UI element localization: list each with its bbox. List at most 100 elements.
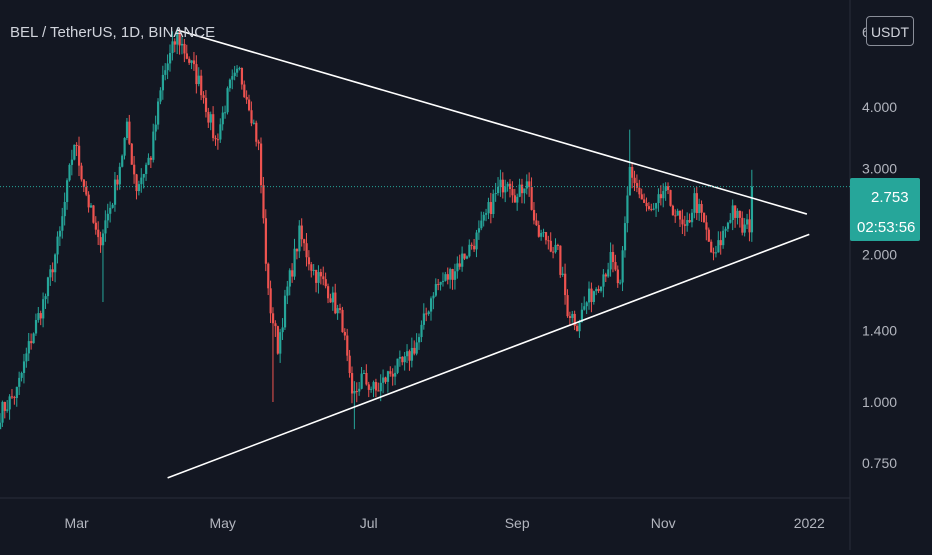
- candle-body: [238, 67, 241, 69]
- candle-body: [525, 181, 528, 189]
- candle-body: [482, 214, 485, 221]
- candle-body: [480, 220, 483, 229]
- candle-body: [403, 356, 406, 363]
- candle-body: [379, 382, 382, 392]
- candle-body: [633, 177, 636, 184]
- candle-body: [602, 274, 605, 287]
- candle-body: [724, 228, 727, 231]
- candle-body: [616, 269, 619, 284]
- candle-body: [34, 320, 38, 334]
- candle-body: [679, 210, 682, 220]
- candle-body: [13, 397, 16, 399]
- candle-body: [171, 41, 174, 53]
- candle-body: [42, 299, 45, 319]
- candle-body: [655, 203, 658, 209]
- candle-body: [750, 186, 754, 233]
- candle-body: [61, 216, 64, 231]
- trendline-upper[interactable]: [176, 29, 808, 215]
- candle-body: [712, 252, 715, 254]
- candle-body: [32, 333, 35, 344]
- candle-body: [125, 121, 129, 139]
- candle-body: [698, 204, 701, 214]
- candle-body: [573, 313, 576, 326]
- candle-countdown: 02:53:56: [857, 219, 915, 236]
- candle-body: [152, 131, 155, 160]
- candle-body: [669, 190, 672, 206]
- candle-body: [159, 90, 162, 102]
- candle-body: [566, 295, 569, 317]
- candle-body: [729, 220, 732, 223]
- candle-body: [228, 79, 232, 89]
- candle-body: [264, 218, 267, 264]
- candle-body: [599, 286, 603, 291]
- candle-body: [362, 372, 366, 374]
- candle-body: [367, 384, 370, 390]
- time-tick-label: Sep: [505, 515, 530, 531]
- candle-body: [178, 31, 181, 46]
- candle-body: [89, 205, 93, 208]
- candle-body: [619, 282, 622, 284]
- candle-body: [149, 157, 153, 160]
- candle-body: [628, 166, 631, 196]
- candle-body: [8, 396, 11, 410]
- candle-body: [78, 145, 81, 166]
- candle-body: [540, 232, 543, 237]
- candle-body: [449, 269, 452, 280]
- candle-body: [92, 205, 95, 223]
- price-tick-label: 1.000: [862, 394, 897, 410]
- candle-body: [212, 114, 215, 139]
- candle-body: [429, 298, 433, 312]
- candle-body: [468, 244, 471, 257]
- candle-body: [70, 159, 74, 165]
- candle-body: [147, 157, 150, 165]
- candle-body: [25, 353, 28, 362]
- candle-body: [360, 373, 363, 389]
- candle-body: [173, 41, 176, 45]
- candle-body: [207, 111, 210, 123]
- candle-body: [707, 229, 710, 242]
- candle-body: [571, 313, 574, 318]
- candle-body: [722, 230, 725, 246]
- candle-body: [475, 232, 478, 250]
- candle-body: [674, 215, 677, 217]
- trendline-lower[interactable]: [167, 233, 810, 479]
- candle-body: [714, 252, 718, 254]
- candle-body: [219, 124, 222, 140]
- candle-body: [288, 270, 291, 287]
- candle-body: [607, 269, 610, 277]
- candle-body: [370, 388, 373, 390]
- candle-body: [54, 254, 57, 273]
- candle-body: [564, 273, 567, 296]
- trendlines-group: [167, 29, 810, 479]
- candle-body: [255, 122, 258, 142]
- candle-body: [657, 194, 660, 204]
- candle-body: [609, 252, 612, 270]
- candle-body: [154, 124, 157, 132]
- candle-body: [87, 194, 90, 208]
- candle-body: [319, 272, 323, 277]
- candle-body: [240, 67, 244, 85]
- candle-body: [252, 122, 256, 124]
- candle-body: [580, 309, 584, 323]
- candle-body: [250, 110, 253, 124]
- candle-body: [643, 199, 646, 203]
- candle-body: [520, 184, 524, 194]
- candle-body: [681, 219, 684, 225]
- candle-body: [279, 332, 282, 354]
- candle-body: [329, 298, 332, 303]
- currency-button[interactable]: USDT: [866, 16, 914, 46]
- candle-body: [676, 210, 679, 216]
- price-tick-label: 1.400: [862, 322, 897, 338]
- candle-body: [303, 239, 306, 244]
- candle-body: [547, 240, 550, 242]
- candle-body: [688, 220, 691, 223]
- candle-body: [516, 196, 519, 203]
- candle-body: [121, 155, 124, 167]
- candle-body: [621, 250, 624, 283]
- candle-body: [56, 236, 59, 255]
- candle-body: [743, 224, 746, 233]
- candle-body: [164, 70, 167, 75]
- candle-body: [664, 186, 667, 192]
- candle-body: [559, 245, 562, 275]
